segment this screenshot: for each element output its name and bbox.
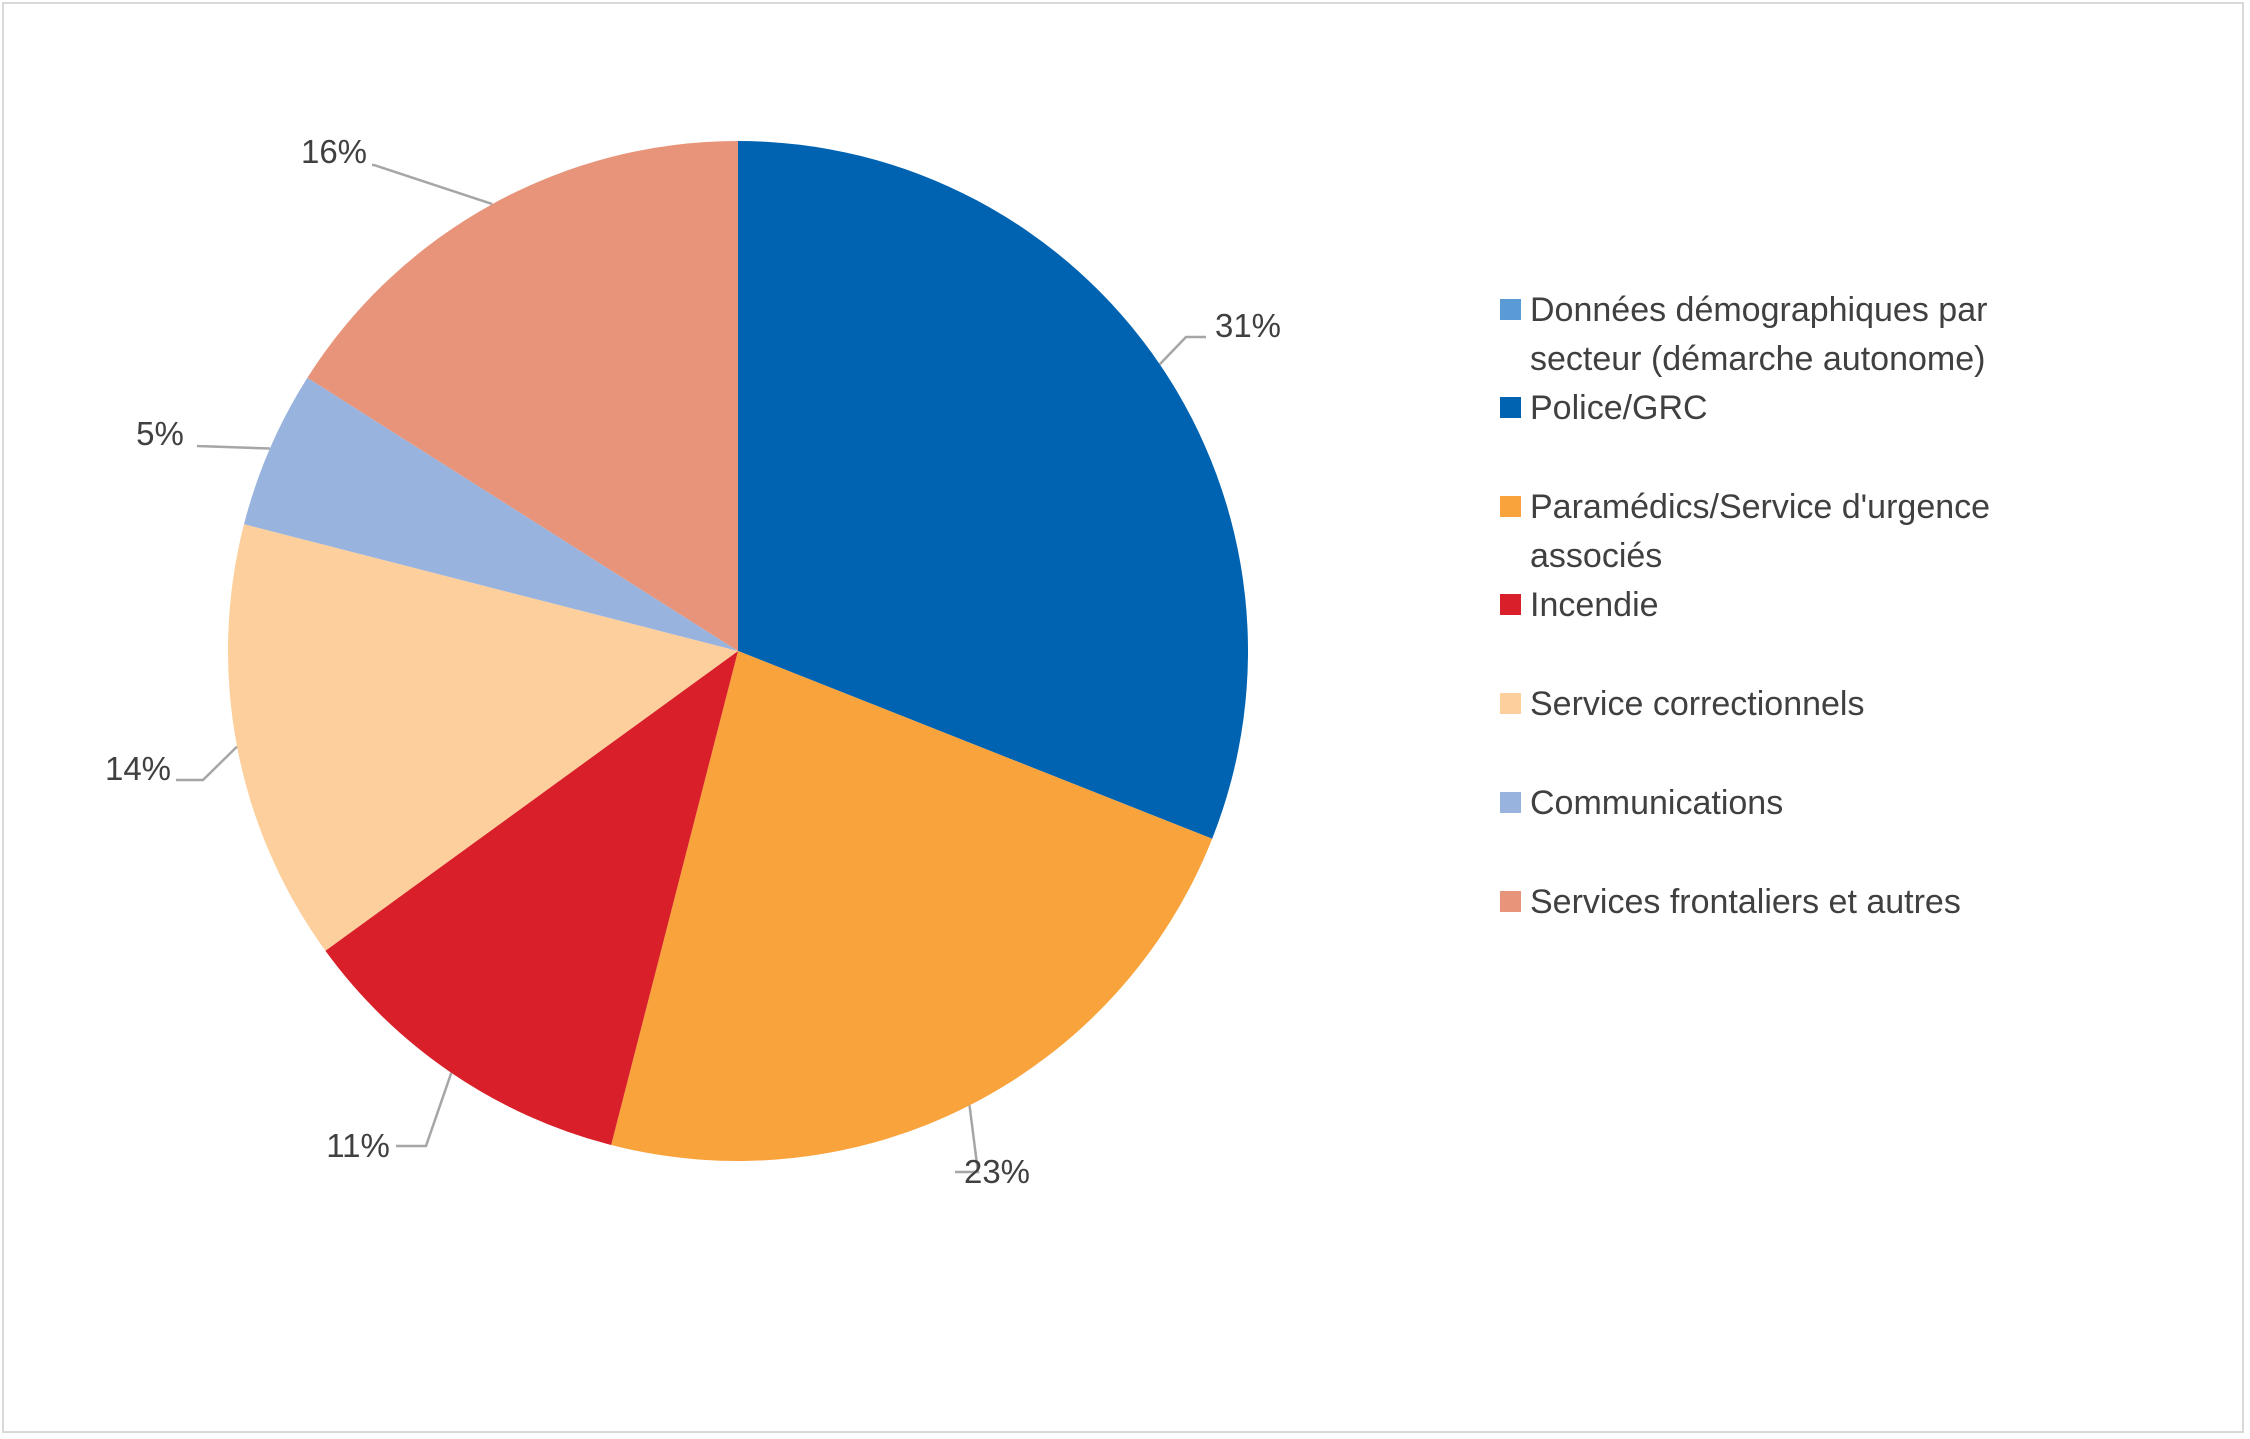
pie-slice xyxy=(227,524,738,951)
data-label: 23% xyxy=(964,1153,1030,1190)
legend-label: Paramédics/Service d'urgence associés xyxy=(1530,488,1991,575)
legend-swatch xyxy=(1500,496,1521,517)
data-label: 31% xyxy=(1215,307,1281,344)
data-label: 11% xyxy=(326,1127,390,1164)
pie-slice xyxy=(738,141,1249,839)
legend-item: Incendie xyxy=(1500,581,2090,630)
leader-line xyxy=(372,163,493,206)
pie-slice xyxy=(244,377,738,651)
legend-swatch xyxy=(1500,594,1521,615)
legend-item: Service correctionnels xyxy=(1500,680,2090,729)
pie-slice xyxy=(307,141,738,651)
leader-line xyxy=(955,1105,980,1174)
pie-slices xyxy=(227,141,1249,1162)
pie-slice xyxy=(325,651,738,1145)
legend-swatch xyxy=(1500,397,1521,418)
legend-swatch xyxy=(1500,891,1521,912)
leader-line xyxy=(396,1072,453,1148)
data-label: 14% xyxy=(105,750,171,787)
legend-item: Communications xyxy=(1500,779,2090,828)
legend-item: Police/GRC xyxy=(1500,384,2090,433)
leader-lines xyxy=(176,163,1206,1174)
pie-slice xyxy=(611,651,1213,1162)
legend-label: Communications xyxy=(1530,784,1784,822)
leader-line xyxy=(1158,335,1206,366)
leader-line xyxy=(196,444,270,450)
data-label: 16% xyxy=(301,133,367,170)
legend-label: Données démographiques par secteur (déma… xyxy=(1530,291,1988,378)
legend-label: Services frontaliers et autres xyxy=(1530,883,1961,921)
data-labels: 31% 23% 11% 14% 5% 16% xyxy=(105,133,1281,1190)
legend-swatch xyxy=(1500,693,1521,714)
legend-label: Police/GRC xyxy=(1530,389,1708,427)
legend-item: Données démographiques par secteur (déma… xyxy=(1500,286,2090,384)
leader-line xyxy=(176,745,238,782)
legend-label: Incendie xyxy=(1530,586,1659,624)
legend-item: Services frontaliers et autres xyxy=(1500,878,2090,927)
legend-swatch xyxy=(1500,299,1521,320)
data-label: 5% xyxy=(136,415,184,452)
legend-swatch xyxy=(1500,792,1521,813)
legend-item: Paramédics/Service d'urgence associés xyxy=(1500,483,2090,581)
legend-label: Service correctionnels xyxy=(1530,685,1865,723)
